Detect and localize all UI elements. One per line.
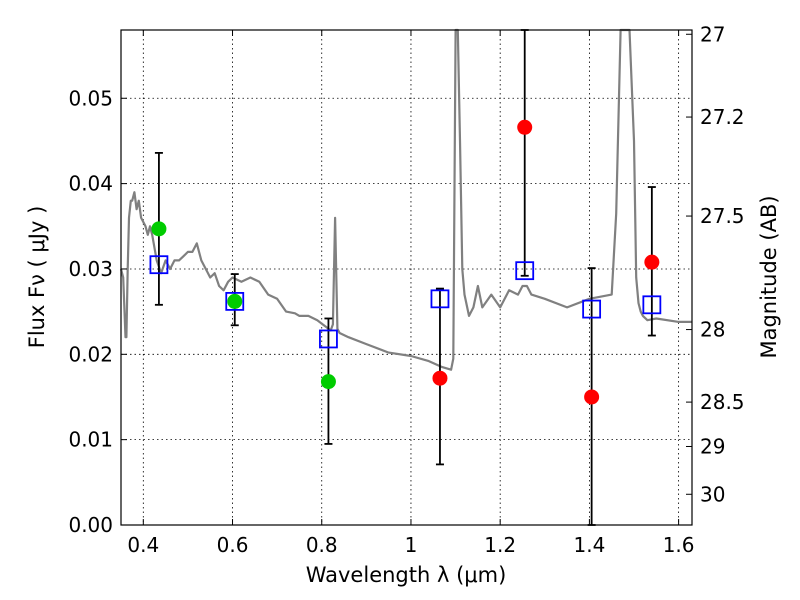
model-square (515, 261, 535, 281)
right-tick-label: 27.5 (700, 204, 745, 228)
y-tick-label: 0.00 (68, 513, 113, 537)
data-point (432, 370, 448, 386)
x-tick-label: 1.4 (573, 533, 605, 557)
x-tick-label: 1.6 (663, 533, 695, 557)
model-square (319, 329, 338, 349)
data-point (227, 293, 243, 309)
right-tick-label: 28 (700, 318, 725, 342)
right-tick-label: 27 (700, 22, 725, 46)
model-square (430, 289, 450, 309)
data-point (320, 374, 336, 390)
data-point (151, 221, 167, 237)
model-square (149, 255, 169, 275)
model-spectrum-line (119, 28, 692, 371)
x-tick-label: 0.6 (217, 533, 249, 557)
model-square (225, 291, 245, 311)
x-tick-label: 0.4 (127, 533, 159, 557)
data-point (517, 119, 533, 135)
error-bars (154, 29, 656, 526)
x-tick-label: 1 (405, 533, 418, 557)
model-spectrum (119, 28, 692, 371)
y-tick-label: 0.01 (68, 428, 113, 452)
right-tick-label: 27.2 (700, 105, 745, 129)
grid-lines (121, 30, 692, 526)
data-markers (149, 119, 662, 405)
data-point (584, 389, 600, 405)
right-axis-label: Magnitude (AB) (757, 195, 781, 358)
x-tick-label: 0.8 (306, 533, 338, 557)
right-tick-label: 29 (700, 434, 725, 458)
x-tick-label: 1.2 (484, 533, 516, 557)
model-square (642, 295, 662, 315)
right-tick-label: 28.5 (700, 390, 745, 414)
data-point (644, 254, 660, 270)
y-tick-label: 0.02 (68, 342, 113, 366)
y-tick-label: 0.04 (68, 172, 113, 196)
x-axis-label: Wavelength λ (μm) (306, 563, 507, 587)
ticks (121, 30, 692, 526)
model-square (582, 299, 602, 319)
right-tick-label: 30 (700, 482, 725, 506)
y-tick-label: 0.03 (68, 257, 113, 281)
tick-labels: 0.4 0.6 0.8 1 1.2 1.4 1.6 0.00 0.01 0.02 0.03 0.04 0… (68, 22, 744, 557)
y-axis-label: Flux Fν ( μJy ) (25, 206, 49, 349)
y-tick-label: 0.05 (68, 86, 113, 110)
plot-frame (120, 29, 693, 526)
